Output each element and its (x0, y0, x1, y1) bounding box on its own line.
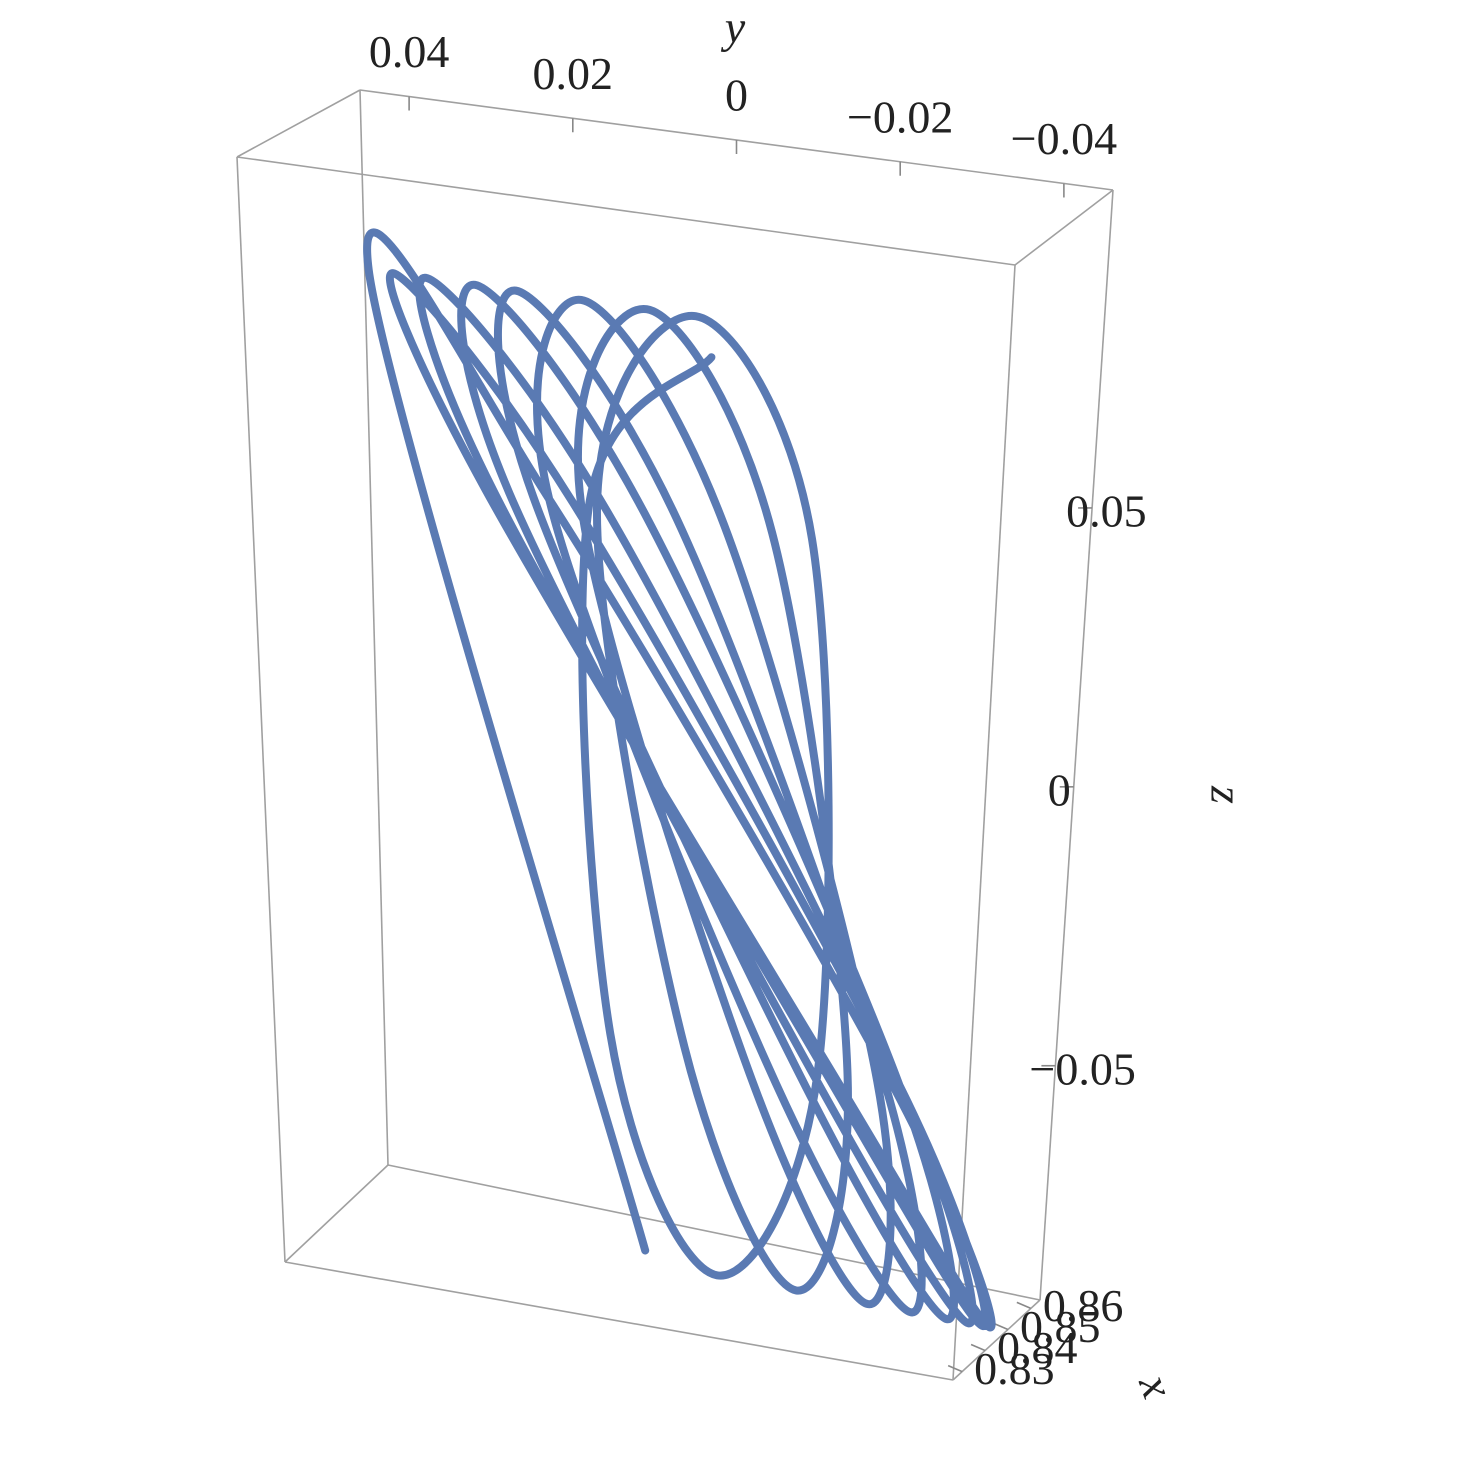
y-axis-label: y (721, 2, 746, 53)
box-edge (284, 1164, 389, 1263)
x-tick (1016, 1301, 1032, 1310)
x-tick (993, 1322, 1009, 1331)
y-tick-label: −0.04 (1011, 113, 1117, 164)
box-edge (952, 264, 1016, 1381)
y-tick-label: 0.04 (369, 26, 450, 77)
x-tick-label: 0.83 (974, 1343, 1055, 1394)
box-edge (284, 1261, 954, 1381)
x-tick-label: 0.84 (997, 1322, 1078, 1373)
x-tick (970, 1343, 986, 1352)
z-tick-label: 0 (1048, 764, 1071, 815)
box-edge (1039, 189, 1114, 1301)
z-axis-label: z (1201, 785, 1252, 804)
box-edge (236, 89, 361, 158)
x-tick (947, 1364, 963, 1373)
x-tick-label: 0.86 (1043, 1280, 1124, 1331)
box-edge (236, 156, 1016, 266)
box-edge (1014, 189, 1114, 266)
plot-box (236, 89, 1114, 1381)
box-edge (952, 1299, 1041, 1381)
y-tick-label: 0.02 (533, 48, 614, 99)
z-tick-label: 0.05 (1066, 486, 1147, 537)
y-tick-label: 0 (725, 70, 748, 121)
x-axis-label: x (1129, 1367, 1184, 1405)
y-tick-label: −0.02 (847, 91, 953, 142)
trajectory (363, 228, 996, 1332)
z-tick-label: −0.05 (1029, 1043, 1135, 1094)
x-tick-label: 0.85 (1020, 1301, 1101, 1352)
box-edge (236, 156, 286, 1263)
